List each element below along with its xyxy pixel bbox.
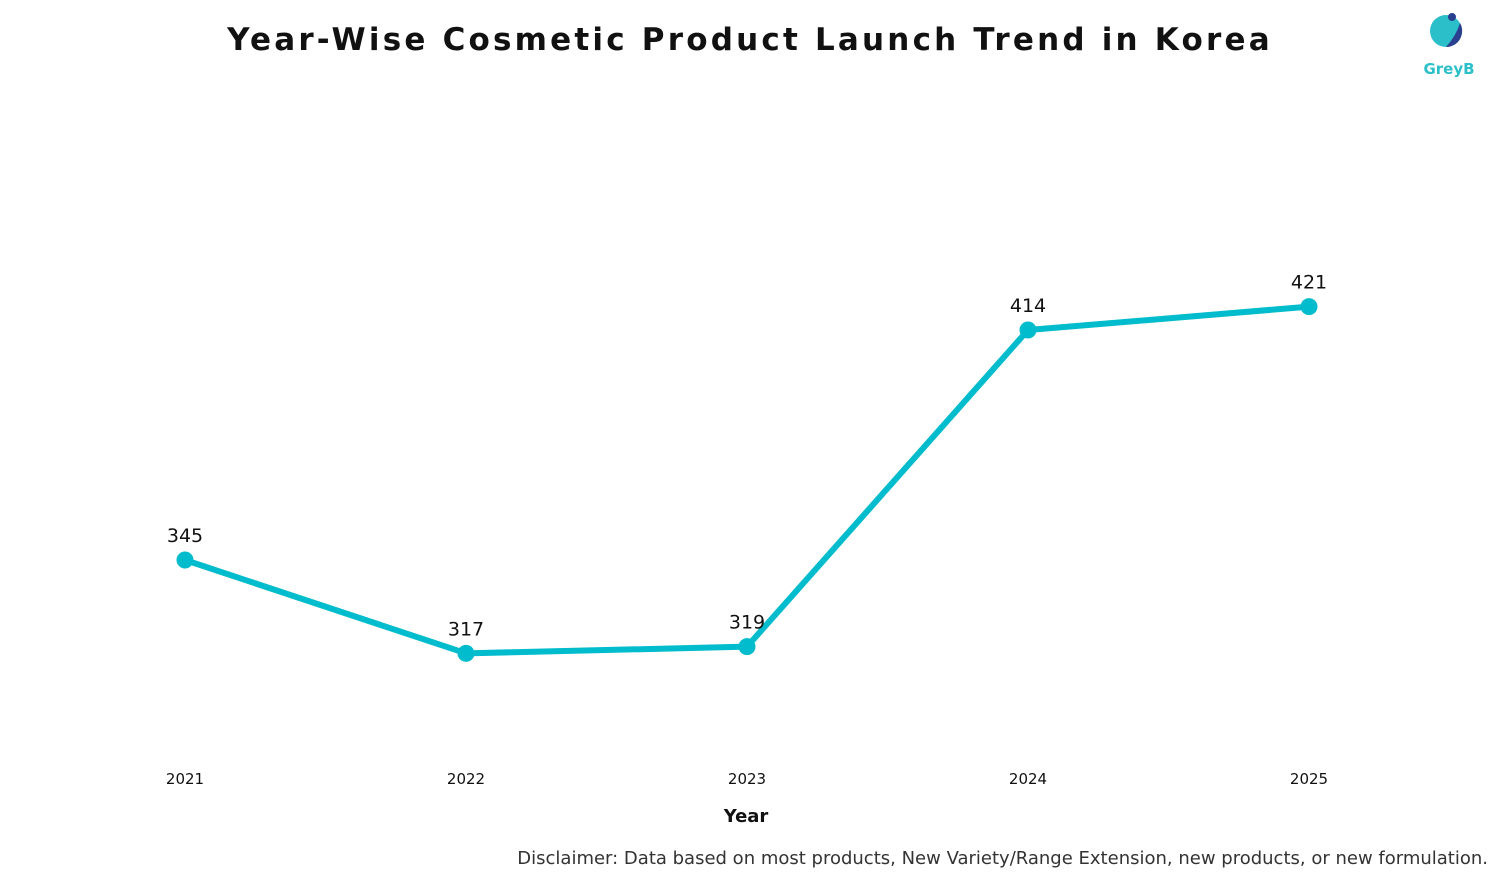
data-point (1019, 321, 1037, 339)
x-tick-label: 2024 (1009, 770, 1047, 788)
data-point (457, 644, 475, 662)
data-label: 421 (1291, 272, 1327, 294)
chart-title: Year-Wise Cosmetic Product Launch Trend … (227, 22, 1273, 58)
x-axis-label: Year (723, 806, 769, 827)
data-label: 319 (729, 612, 765, 634)
greyb-logo-icon (1430, 13, 1463, 48)
data-label-group: 345 317 319 414 421 (167, 272, 1327, 641)
data-label: 414 (1010, 295, 1046, 317)
x-tick-label: 2025 (1290, 770, 1328, 788)
x-tick-label: 2021 (166, 770, 204, 788)
greyb-logo-text: GreyB (1423, 60, 1475, 78)
data-label: 317 (448, 618, 484, 640)
data-point (1300, 298, 1318, 316)
data-point-group (176, 298, 1318, 662)
disclaimer-text: Disclaimer: Data based on most products,… (517, 848, 1488, 869)
greyb-logo: GreyB (1416, 10, 1482, 86)
series-line-group (182, 303, 1312, 657)
data-label: 345 (167, 525, 203, 547)
x-tick-label: 2022 (447, 770, 485, 788)
data-point (176, 551, 194, 569)
x-axis-ticks: 2021 2022 2023 2024 2025 (166, 770, 1328, 788)
x-tick-label: 2023 (728, 770, 766, 788)
series-line (182, 303, 1312, 657)
data-point (738, 638, 756, 656)
